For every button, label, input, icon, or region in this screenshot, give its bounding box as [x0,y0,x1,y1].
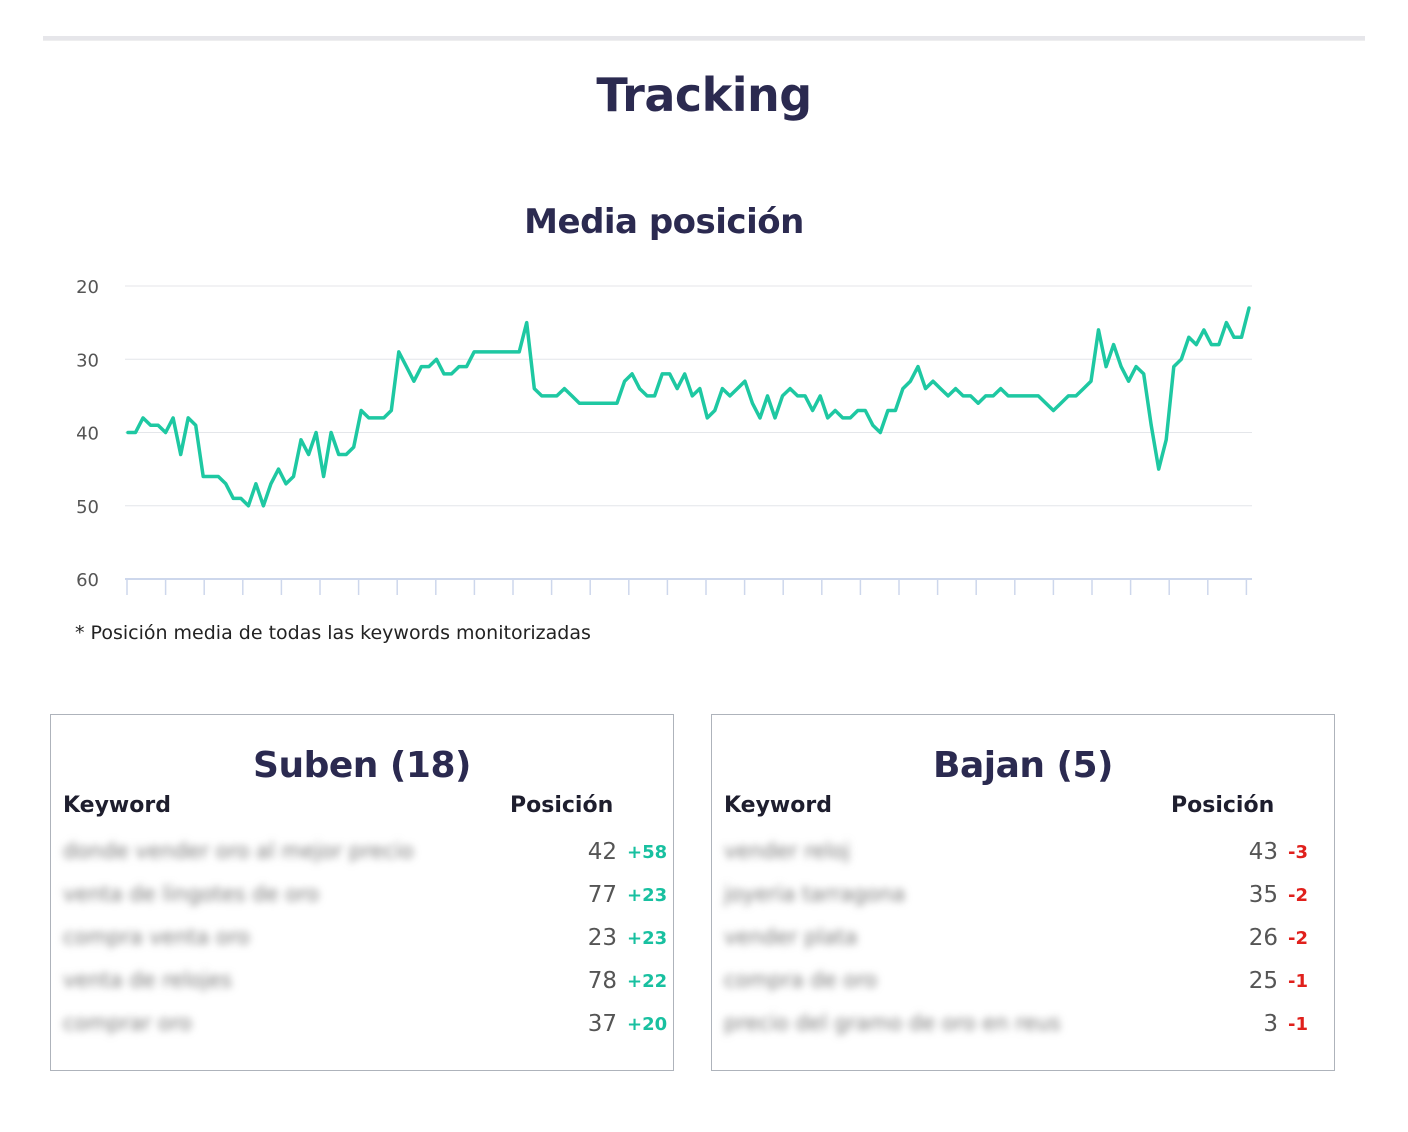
position-value: 25 [1248,968,1278,994]
position-value: 26 [1248,925,1278,951]
bajan-row: joyeria tarragona 35 -2 [712,876,1334,919]
keyword-text: compra venta oro [63,925,250,949]
position-value: 37 [587,1011,617,1037]
chart-title: Media posición [524,202,804,242]
keyword-text: vender plata [724,925,858,949]
keyword-text: donde vender oro al mejor precio [63,839,414,863]
position-change-up: +23 [627,928,668,949]
position-value: 43 [1248,839,1278,865]
bajan-rows: vender reloj 43 -3 joyeria tarragona 35 … [712,833,1334,1048]
position-value: 77 [587,882,617,908]
y-tick-label: 40 [76,424,99,445]
y-tick-label: 60 [76,570,99,591]
bajan-keyword-header: Keyword [724,793,832,818]
position-change-up: +22 [627,971,668,992]
suben-row: venta de relojes 78 +22 [51,962,673,1005]
position-change-down: -3 [1288,842,1308,863]
suben-row: venta de lingotes de oro 77 +23 [51,876,673,919]
suben-rows: donde vender oro al mejor precio 42 +58 … [51,833,673,1048]
bajan-row: compra de oro 25 -1 [712,962,1334,1005]
position-change-up: +58 [627,842,668,863]
page-title: Tracking [596,68,812,122]
position-change-up: +20 [627,1014,668,1035]
bajan-row: precio del gramo de oro en reus 3 -1 [712,1005,1334,1048]
average-position-line [126,306,1251,508]
position-value: 35 [1248,882,1278,908]
position-change-down: -2 [1288,928,1308,949]
bajan-row: vender plata 26 -2 [712,919,1334,962]
suben-title: Suben (18) [253,745,471,786]
keyword-text: venta de relojes [63,968,232,992]
position-value: 42 [587,839,617,865]
keyword-text: venta de lingotes de oro [63,882,320,906]
position-change-down: -1 [1288,1014,1308,1035]
bajan-position-header: Posición [1171,793,1275,818]
keyword-text: joyeria tarragona [724,882,906,906]
keyword-text: precio del gramo de oro en reus [724,1011,1061,1035]
position-value: 3 [1263,1011,1278,1037]
suben-row: comprar oro 37 +20 [51,1005,673,1048]
keyword-text: vender reloj [724,839,850,863]
suben-row: compra venta oro 23 +23 [51,919,673,962]
chart-footnote: * Posición media de todas las keywords m… [75,622,591,644]
position-value: 23 [587,925,617,951]
top-divider [43,36,1365,41]
bajan-title: Bajan (5) [933,745,1113,786]
position-value: 78 [587,968,617,994]
bajan-row: vender reloj 43 -3 [712,833,1334,876]
suben-panel: Suben (18) Keyword Posición donde vender… [50,714,674,1071]
y-tick-label: 50 [76,497,99,518]
y-tick-label: 20 [76,277,99,298]
position-change-down: -1 [1288,971,1308,992]
suben-keyword-header: Keyword [63,793,171,818]
y-tick-label: 30 [76,350,99,371]
bajan-panel: Bajan (5) Keyword Posición vender reloj … [711,714,1335,1071]
suben-row: donde vender oro al mejor precio 42 +58 [51,833,673,876]
keyword-text: compra de oro [724,968,878,992]
suben-position-header: Posición [510,793,614,818]
keyword-text: comprar oro [63,1011,192,1035]
position-change-down: -2 [1288,885,1308,906]
position-change-up: +23 [627,885,668,906]
